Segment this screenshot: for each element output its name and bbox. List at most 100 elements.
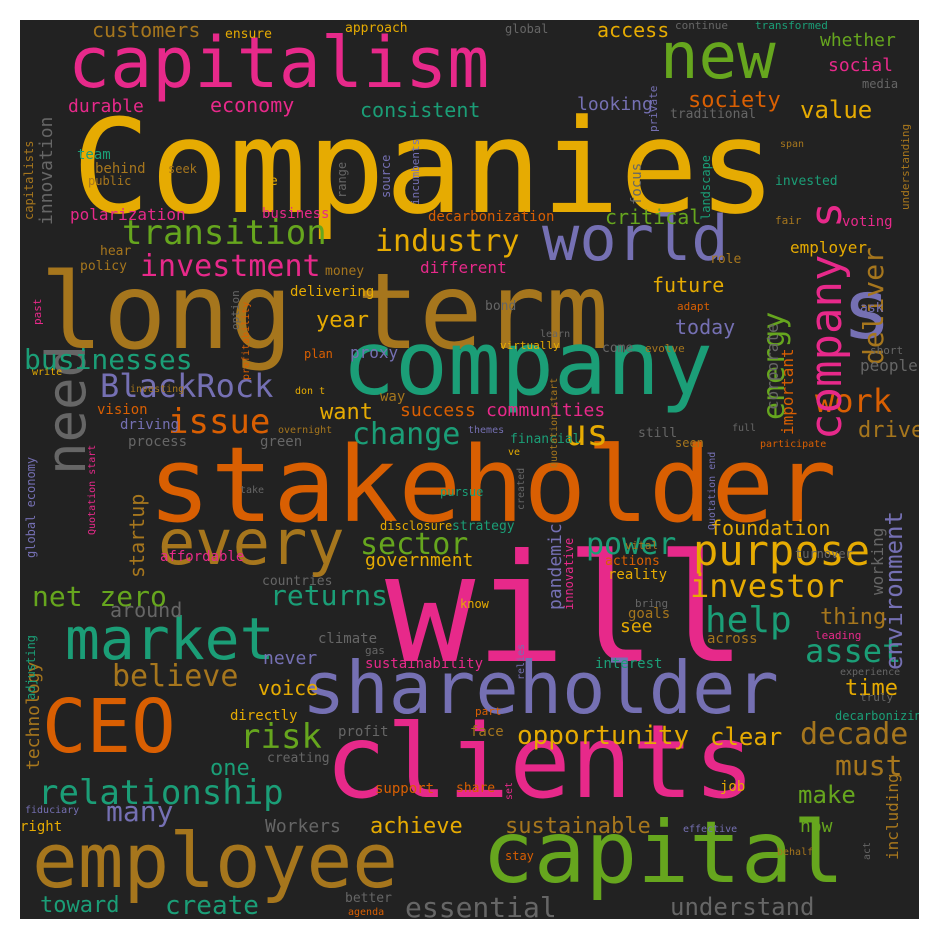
word-capital: capital <box>482 803 845 903</box>
word-decarbonizing: decarbonizing <box>835 709 919 723</box>
word-shareholder: shareholder <box>302 646 779 730</box>
word-ensure: ensure <box>225 27 272 42</box>
word-access: access <box>597 20 670 42</box>
word-relationship: relationship <box>38 773 284 813</box>
word-make: make <box>798 781 856 809</box>
word-quotation-start-2: Quotation start <box>549 377 560 468</box>
word-voice: voice <box>258 676 319 700</box>
word-workers: Workers <box>265 816 341 837</box>
word-year: year <box>316 308 369 333</box>
word-directly: directly <box>230 708 298 724</box>
word-stay: stay <box>505 849 534 863</box>
word-around: around <box>110 598 183 622</box>
word-risk: risk <box>240 717 322 757</box>
word-never: never <box>263 648 318 669</box>
word-range: range <box>335 161 349 198</box>
word-part: part <box>475 705 502 718</box>
word-communities: communities <box>486 400 606 421</box>
word-across: across <box>707 631 758 647</box>
word-long-term: long term <box>40 251 609 373</box>
word-relies: relies <box>516 643 527 680</box>
word-power: power <box>586 527 677 562</box>
word-agenda: agenda <box>348 907 385 918</box>
word-us: us <box>565 413 609 454</box>
word-bond: bond <box>485 299 517 314</box>
word-focus: focus <box>629 162 645 205</box>
word-consistent: consistent <box>360 98 481 122</box>
word-market: market <box>65 605 275 673</box>
word-leading: leading <box>815 629 862 642</box>
word-bring: bring <box>635 597 669 610</box>
word-government: government <box>365 550 474 571</box>
word-better: better <box>345 891 392 906</box>
word-ask: ask <box>860 301 884 316</box>
word-different: different <box>420 258 507 277</box>
word-change: change <box>352 417 461 452</box>
word-social: social <box>828 55 894 76</box>
word-one: one <box>210 756 250 781</box>
word-quotation-end: Quotation end <box>707 451 718 530</box>
word-essential: essential <box>405 891 557 920</box>
word-policy: policy <box>80 259 127 274</box>
word-profitability: profitability <box>241 301 252 380</box>
word-innovation: innovation <box>36 116 57 225</box>
word-every: every <box>158 506 345 579</box>
word-learn: learn <box>540 329 571 340</box>
word-actions: actions <box>605 554 660 569</box>
word-capitalism: capitalism <box>68 22 490 104</box>
word-creating: creating <box>267 751 330 766</box>
word-seen: seen <box>675 436 704 450</box>
word-way: way <box>380 389 406 405</box>
word-set: set <box>504 781 515 800</box>
word-foundation: foundation <box>710 516 831 540</box>
word-time: time <box>845 676 898 701</box>
word-drive: drive <box>858 418 919 443</box>
word-thing: thing <box>820 605 887 630</box>
word-investor: investor <box>690 567 845 605</box>
word-disclosure: disclosure <box>380 519 453 533</box>
word-understand: understand <box>670 893 815 919</box>
word-full: full <box>732 423 757 434</box>
word-asset: asset <box>805 632 902 670</box>
word-private: private <box>647 85 660 132</box>
word-support: support <box>375 781 435 797</box>
word-plan: plan <box>304 347 333 361</box>
word-adapt: adapt <box>677 300 711 313</box>
word-dont: don t <box>295 386 326 397</box>
word-durable: durable <box>68 96 144 117</box>
word-now: now <box>800 816 833 837</box>
word-work: work <box>815 382 893 420</box>
word-team: team <box>77 147 111 163</box>
word-job: job <box>720 779 746 795</box>
word-sustainable: sustainable <box>505 814 651 839</box>
word-important: important <box>778 348 797 435</box>
word-businesses: businesses <box>24 343 193 376</box>
word-cloud-canvas: Companies will stakeholder long term cli… <box>20 20 919 919</box>
word-today: today <box>675 315 736 339</box>
word-help: help <box>705 600 792 641</box>
word-decarbonization: decarbonization <box>428 209 555 225</box>
word-proxy: proxy <box>350 343 399 362</box>
word-countries: countries <box>262 574 333 589</box>
word-society: society <box>688 88 781 113</box>
word-goals: goals <box>628 606 671 622</box>
word-want: want <box>320 400 373 425</box>
word-customers: customers <box>92 20 201 42</box>
word-ve: ve <box>508 447 521 458</box>
word-see: see <box>620 616 653 637</box>
word-behind: behind <box>95 161 146 177</box>
word-industry: industry <box>375 224 520 259</box>
word-virtually: virtually <box>500 339 560 352</box>
word-adjusting: adjusting <box>24 634 38 700</box>
word-public: public <box>88 174 132 188</box>
word-right: right <box>20 819 63 835</box>
word-stakeholder: stakeholder <box>148 424 837 546</box>
word-vital: vital <box>625 539 659 552</box>
word-polarization: polarization <box>70 205 186 224</box>
word-participate: participate <box>760 439 827 450</box>
word-investing: investing <box>130 384 185 395</box>
word-working: working <box>868 527 887 595</box>
word-sustainability: sustainability <box>365 656 484 672</box>
word-seek: seek <box>168 162 197 176</box>
word-come: come <box>602 341 634 356</box>
